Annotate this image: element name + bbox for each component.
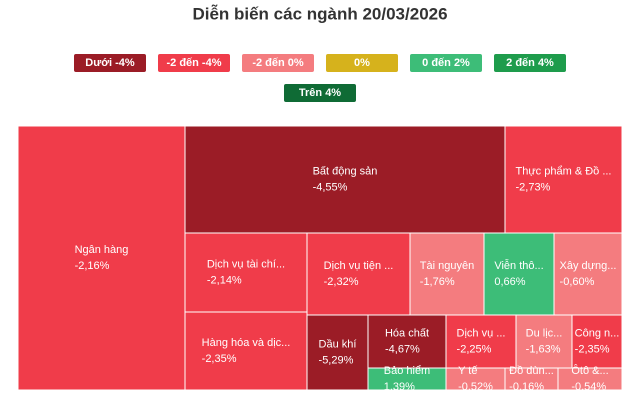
tile-name: Công n... <box>575 327 620 339</box>
legend-label: -2 đến 0% <box>252 57 304 69</box>
legend-label: 0 đến 2% <box>422 57 470 69</box>
tile-name: Dịch vụ tiện ... <box>324 260 394 272</box>
tile-value: -2,35% <box>575 343 610 355</box>
tile <box>17 125 186 391</box>
tile <box>483 232 555 316</box>
tile-name: Hàng hóa và dịc... <box>202 337 291 349</box>
legend-swatch <box>284 84 356 102</box>
tile <box>367 314 447 369</box>
tile-name: Dịch vụ ... <box>457 327 506 339</box>
tile-name: Ôtô &... <box>571 364 608 377</box>
tile-value: -0,60% <box>560 276 595 288</box>
tile-name: Bất động sản <box>313 165 378 177</box>
tile <box>557 367 623 391</box>
legend-swatch <box>74 54 146 72</box>
tile-value: -2,16% <box>75 260 110 272</box>
tile-name: Bảo hiểm <box>384 365 430 377</box>
tile-value: -0,54% <box>571 381 606 393</box>
tile <box>184 125 506 234</box>
tile-value: -4,55% <box>313 181 348 193</box>
tile <box>571 314 623 369</box>
tile <box>504 125 623 234</box>
chart-title: Diễn biến các ngành 20/03/2026 <box>192 4 447 23</box>
tile-value: -4,67% <box>385 343 420 355</box>
tile <box>184 311 308 391</box>
legend-label: 0% <box>354 57 370 69</box>
tile-value: -2,35% <box>202 353 237 365</box>
tile-value: 0,66% <box>494 276 525 288</box>
tile-name: Đồ dùn... <box>509 365 554 377</box>
tile <box>409 232 485 316</box>
legend-swatch <box>494 54 566 72</box>
tile-name: Dịch vụ tài chí... <box>207 258 285 270</box>
tile-name: Thực phẩm & Đồ ... <box>515 165 611 177</box>
tile <box>515 314 573 369</box>
legend-label: Dưới -4% <box>85 57 135 69</box>
legend-swatch <box>326 54 398 72</box>
tile-value: -1,76% <box>420 276 455 288</box>
tile <box>184 232 308 313</box>
legend-swatch <box>410 54 482 72</box>
legend-label: -2 đến -4% <box>166 57 221 69</box>
tile-name: Y tế <box>458 365 477 377</box>
tile-name: Tài nguyên <box>420 260 474 272</box>
tile-value: -2,32% <box>324 276 359 288</box>
tile-value: -2,25% <box>457 343 492 355</box>
legend-swatch <box>242 54 314 72</box>
tile <box>306 314 369 391</box>
tile <box>445 314 517 369</box>
legend-swatch <box>158 54 230 72</box>
tile-name: Du lịc... <box>526 327 563 339</box>
tile-value: -5,29% <box>319 354 354 366</box>
tile-value: -0,52% <box>458 381 493 393</box>
tile <box>306 232 411 316</box>
tile-value: 1,39% <box>384 381 415 393</box>
tile-value: -0,16% <box>509 381 544 393</box>
tile-name: Viễn thô... <box>494 259 543 272</box>
tile-name: Xây dựng... <box>560 260 617 272</box>
tile-value: -2,73% <box>515 181 550 193</box>
tile-name: Dầu khí <box>319 338 357 350</box>
legend-label: 2 đến 4% <box>506 57 554 69</box>
tile-name: Ngân hàng <box>75 244 129 256</box>
tile-value: -1,63% <box>526 343 561 355</box>
tile <box>553 232 623 316</box>
legend-label: Trên 4% <box>299 87 341 99</box>
tile-name: Hóa chất <box>385 327 429 339</box>
tile-value: -2,14% <box>207 274 242 286</box>
